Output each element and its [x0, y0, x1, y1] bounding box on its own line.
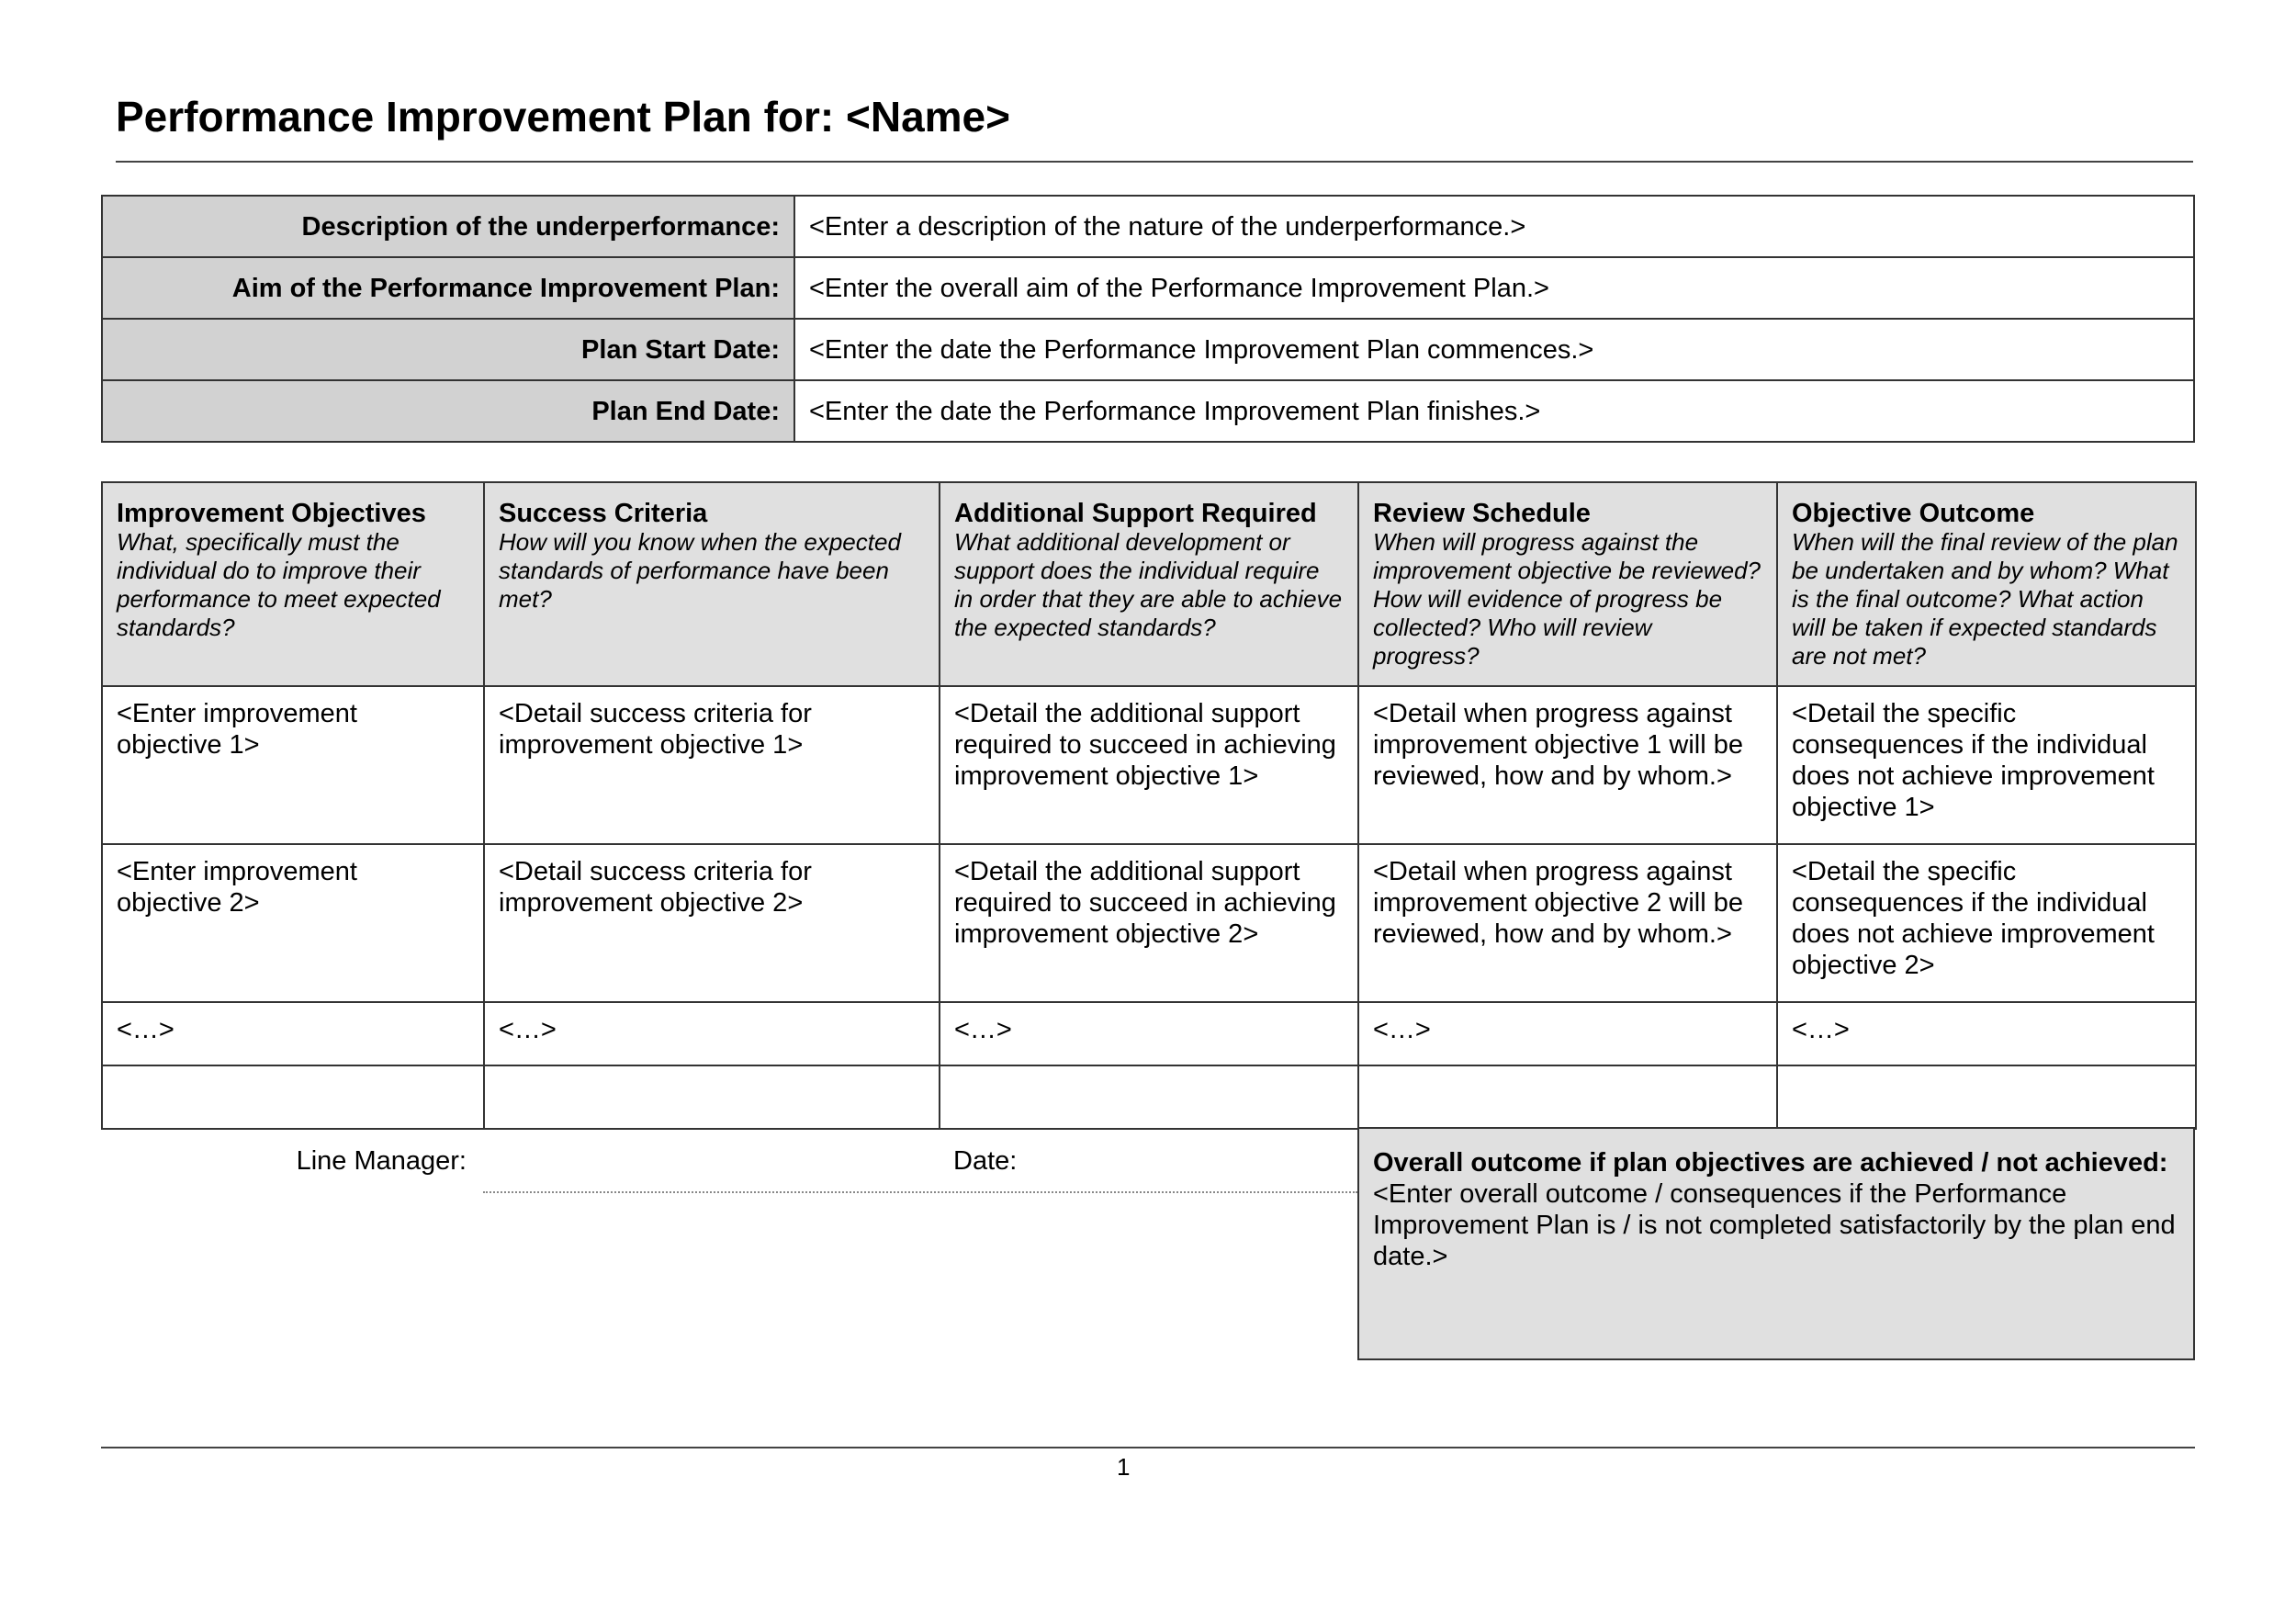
column-subtitle: How will you know when the expected stan…	[499, 528, 901, 613]
table-cell[interactable]: <Enter improvement objective 1>	[101, 685, 485, 845]
table-cell[interactable]: <Detail success criteria for improvement…	[483, 843, 940, 1003]
table-cell[interactable]: <…>	[1776, 1001, 2197, 1066]
table-cell[interactable]: <Detail success criteria for improvement…	[483, 685, 940, 845]
title-divider	[116, 161, 2193, 163]
table-cell[interactable]	[101, 1065, 485, 1130]
info-value[interactable]: <Enter the date the Performance Improvem…	[793, 318, 2195, 381]
objectives-table: Improvement Objectives What, specifically…	[101, 481, 2197, 1130]
table-cell[interactable]: <…>	[939, 1001, 1359, 1066]
table-row: <Enter improvement objective 2> <Detail s…	[101, 843, 2197, 1003]
column-subtitle: When will the final review of the plan b…	[1792, 528, 2178, 670]
info-label: Aim of the Performance Improvement Plan:	[101, 256, 795, 320]
column-subtitle: What, specifically must the individual d…	[117, 528, 441, 641]
table-cell[interactable]: <…>	[483, 1001, 940, 1066]
table-cell[interactable]	[939, 1065, 1359, 1130]
table-cell[interactable]: <Detail the specific consequences if the…	[1776, 843, 2197, 1003]
column-header: Additional Support Required What addition…	[939, 481, 1359, 687]
table-row	[101, 1065, 2197, 1130]
table-cell[interactable]: <Detail when progress against improvemen…	[1357, 843, 1778, 1003]
header-row: Improvement Objectives What, specifically…	[101, 481, 2197, 687]
column-title: Additional Support Required	[954, 499, 1317, 528]
column-title: Review Schedule	[1373, 499, 1591, 528]
table-cell[interactable]	[1776, 1065, 2197, 1130]
column-subtitle: When will progress against the improveme…	[1373, 528, 1761, 670]
table-row: <…> <…> <…> <…> <…>	[101, 1001, 2197, 1066]
footer-divider	[101, 1447, 2195, 1448]
info-label: Plan Start Date:	[101, 318, 795, 381]
column-title: Improvement Objectives	[117, 499, 426, 528]
page-title: Performance Improvement Plan for: <Name>	[116, 93, 1010, 141]
table-cell[interactable]: <Detail the additional support required …	[939, 685, 1359, 845]
line-manager-label: Line Manager:	[296, 1146, 467, 1176]
info-value[interactable]: <Enter the date the Performance Improvem…	[793, 379, 2195, 443]
info-label: Plan End Date:	[101, 379, 795, 443]
table-cell[interactable]	[1357, 1065, 1778, 1130]
overall-outcome-title: Overall outcome if plan objectives are a…	[1373, 1148, 2168, 1178]
column-header: Objective Outcome When will the final rev…	[1776, 481, 2197, 687]
table-cell[interactable]: <Detail the additional support required …	[939, 843, 1359, 1003]
page-number: 1	[1117, 1453, 1131, 1481]
info-value[interactable]: <Enter the overall aim of the Performanc…	[793, 256, 2195, 320]
signature-line[interactable]	[483, 1191, 1357, 1193]
table-cell[interactable]: <Enter improvement objective 2>	[101, 843, 485, 1003]
column-header: Review Schedule When will progress agains…	[1357, 481, 1778, 687]
overall-outcome-text: <Enter overall outcome / consequences if…	[1373, 1179, 2176, 1271]
info-label: Description of the underperformance:	[101, 195, 795, 258]
column-header: Success Criteria How will you know when t…	[483, 481, 940, 687]
table-row: <Enter improvement objective 1> <Detail s…	[101, 685, 2197, 845]
info-row: Plan End Date: <Enter the date the Perfor…	[101, 379, 2195, 443]
info-row: Description of the underperformance: <Ent…	[101, 195, 2195, 258]
table-cell[interactable]: <…>	[1357, 1001, 1778, 1066]
column-header: Improvement Objectives What, specifically…	[101, 481, 485, 687]
overall-outcome-box[interactable]: Overall outcome if plan objectives are a…	[1357, 1127, 2195, 1360]
date-label: Date:	[953, 1146, 1018, 1176]
info-row: Plan Start Date: <Enter the date the Perf…	[101, 318, 2195, 381]
table-cell[interactable]: <Detail the specific consequences if the…	[1776, 685, 2197, 845]
plan-info-table: Description of the underperformance: <Ent…	[101, 195, 2195, 443]
table-cell[interactable]: <…>	[101, 1001, 485, 1066]
column-subtitle: What additional development or support d…	[954, 528, 1343, 641]
column-title: Objective Outcome	[1792, 499, 2035, 528]
table-cell[interactable]: <Detail when progress against improvemen…	[1357, 685, 1778, 845]
column-title: Success Criteria	[499, 499, 708, 528]
table-cell[interactable]	[483, 1065, 940, 1130]
info-row: Aim of the Performance Improvement Plan:…	[101, 256, 2195, 320]
info-value[interactable]: <Enter a description of the nature of th…	[793, 195, 2195, 258]
